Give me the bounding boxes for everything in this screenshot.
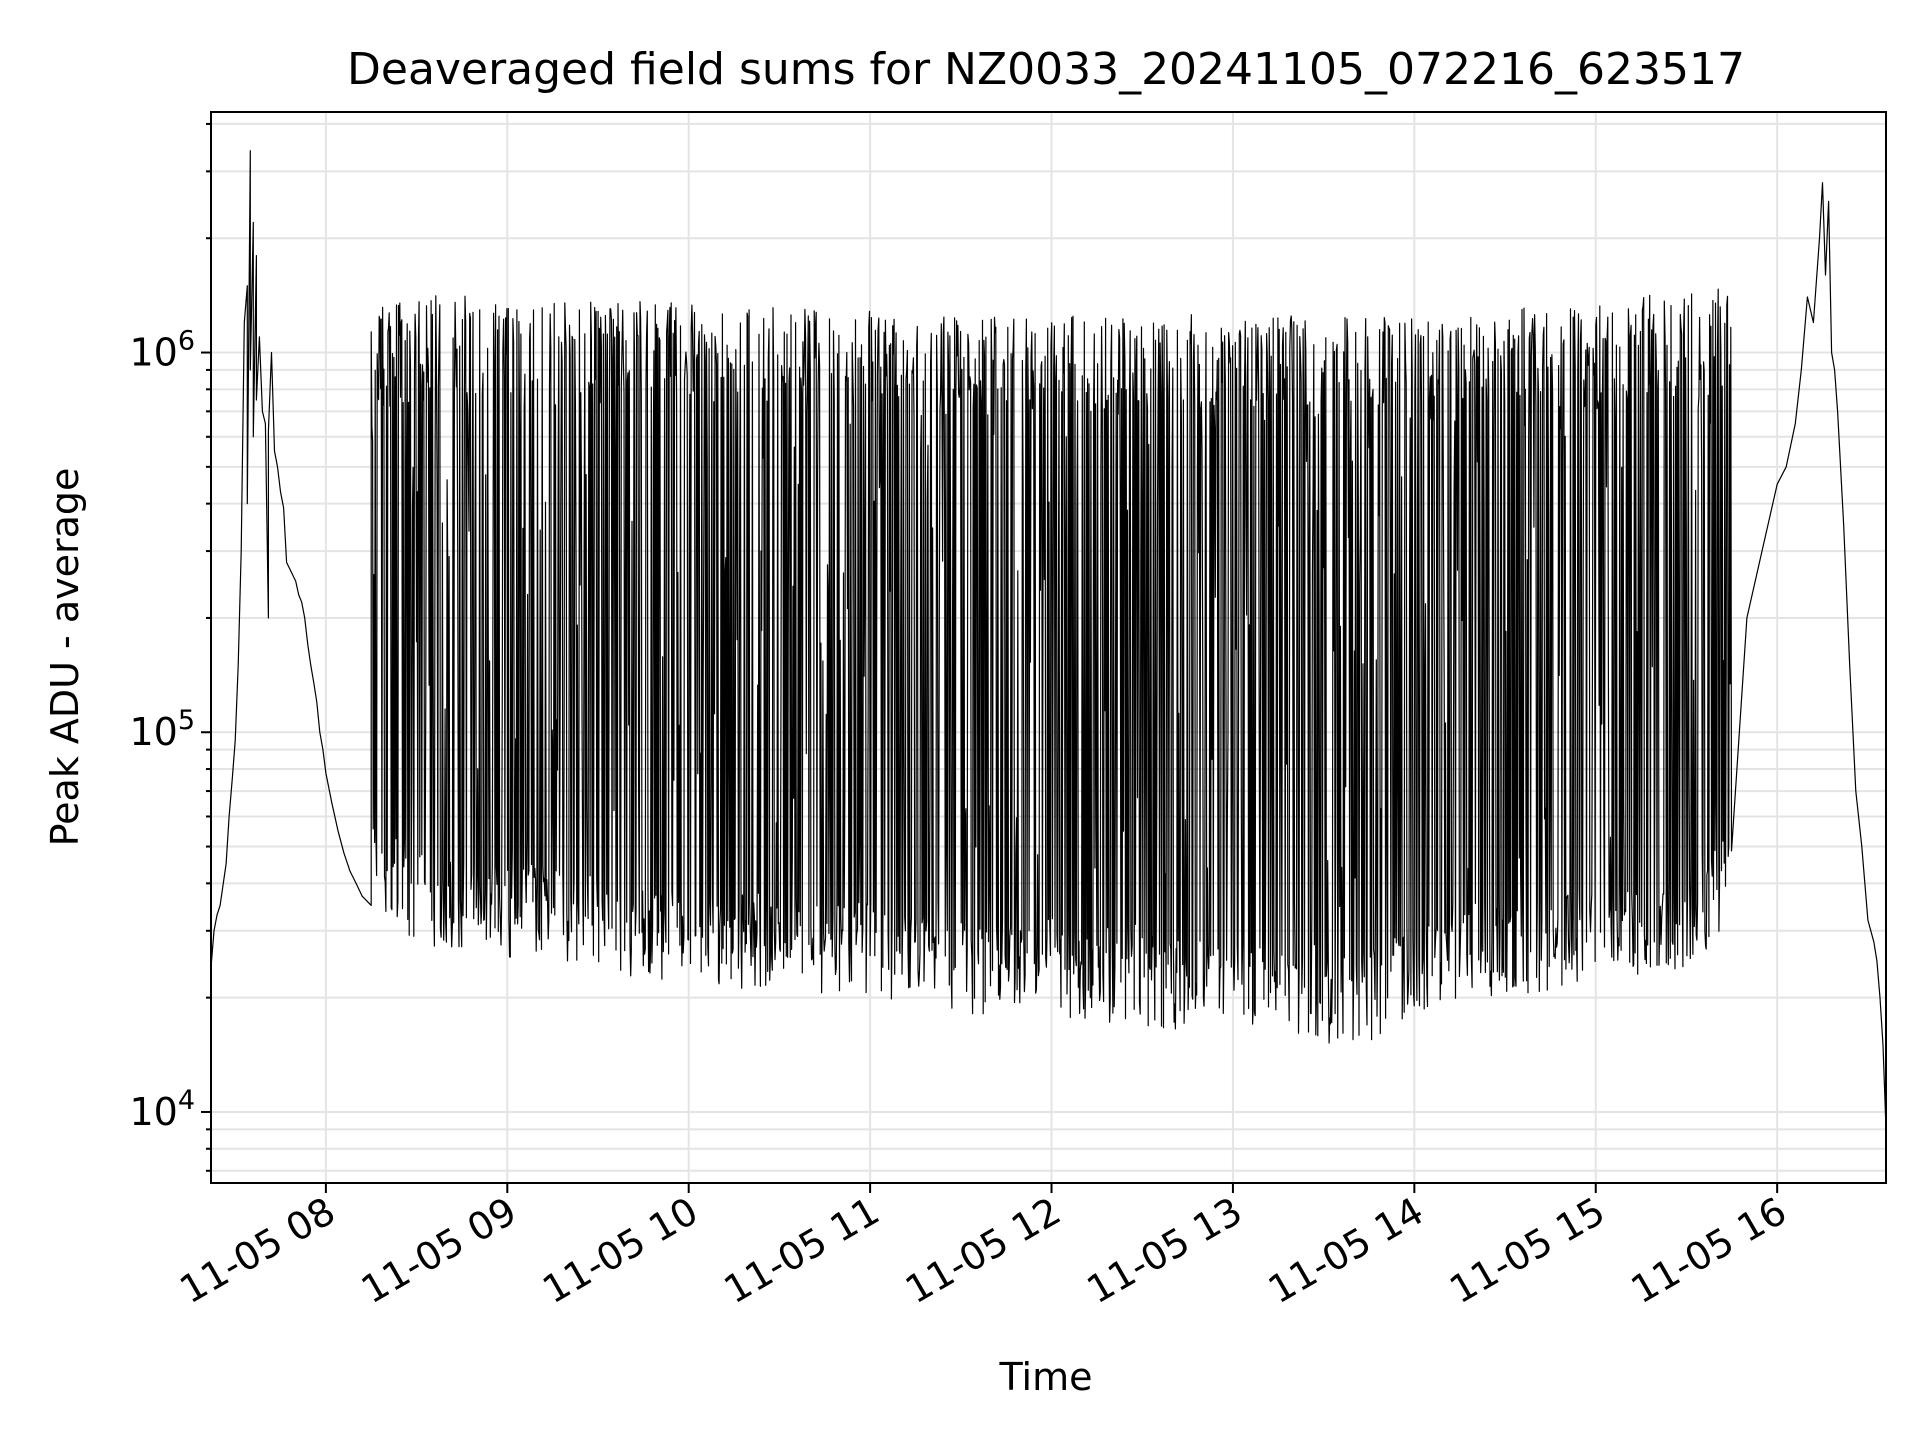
chart-title: Deaveraged field sums for NZ0033_2024110…	[347, 44, 1745, 95]
y-tick-exponent: 4	[178, 1085, 195, 1116]
x-tick-label: 11-05 09	[354, 1189, 524, 1313]
y-tick-base: 10	[129, 1090, 177, 1134]
y-tick-label: 105	[129, 705, 195, 754]
x-axis-label: Time	[999, 1355, 1093, 1399]
y-tick-exponent: 5	[178, 705, 195, 736]
x-tick-label: 11-05 11	[717, 1189, 887, 1313]
y-tick-label: 106	[129, 326, 195, 375]
y-tick-base: 10	[129, 710, 177, 754]
y-tick-base: 10	[129, 331, 177, 375]
x-tick-label: 11-05 10	[535, 1189, 705, 1313]
data-layer	[211, 150, 1886, 1130]
x-tick-label: 11-05 12	[898, 1189, 1068, 1313]
series-line	[211, 150, 1886, 1130]
x-tick-label: 11-05 16	[1624, 1189, 1794, 1313]
x-tick-label: 11-05 08	[172, 1189, 342, 1313]
plot-area-frame	[210, 111, 1887, 1184]
x-tick-label: 11-05 15	[1442, 1189, 1612, 1313]
y-tick-exponent: 6	[178, 326, 195, 357]
y-tick-label: 104	[129, 1085, 195, 1134]
x-tick-label: 11-05 14	[1261, 1189, 1431, 1313]
y-axis-label: Peak ADU - average	[43, 468, 87, 847]
x-tick-label: 11-05 13	[1079, 1189, 1249, 1313]
